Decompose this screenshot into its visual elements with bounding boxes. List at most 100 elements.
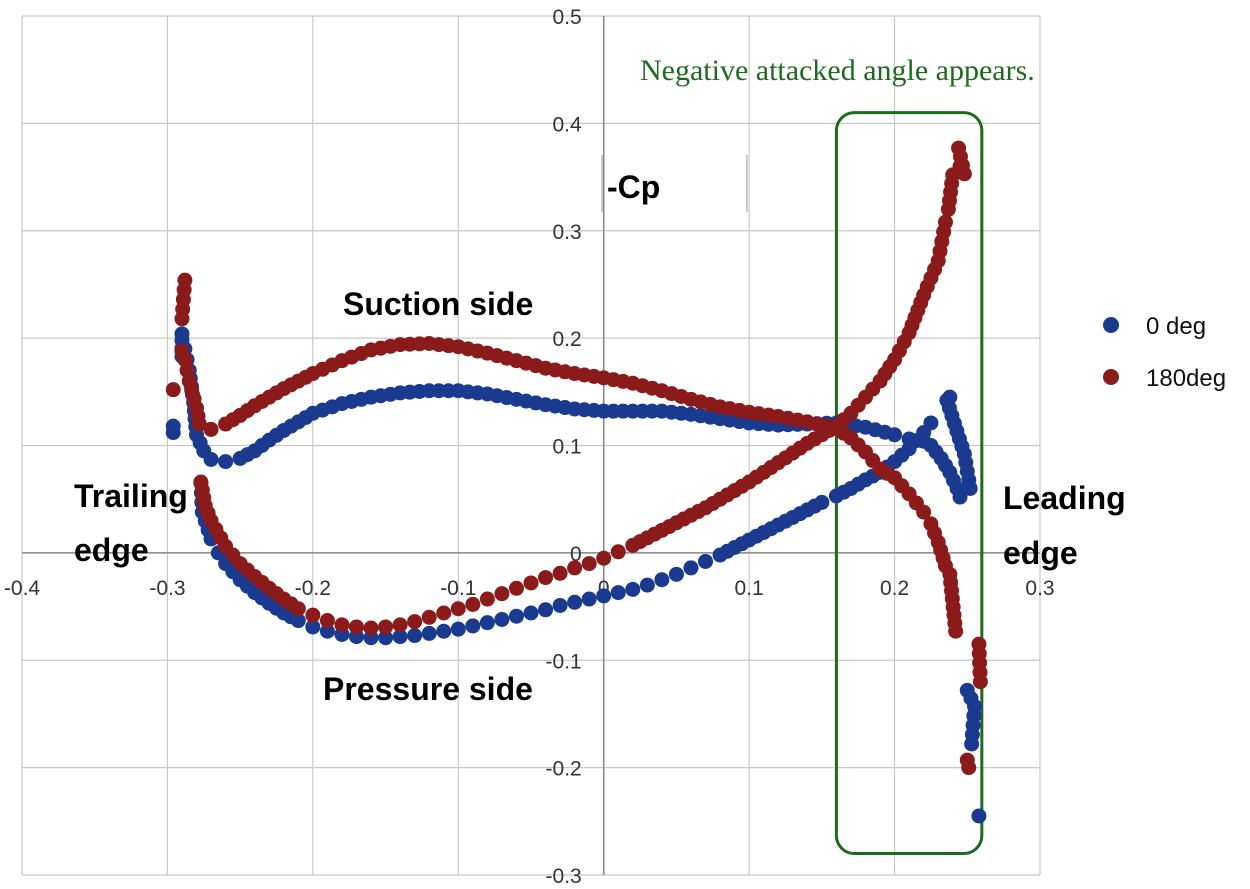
point-0deg-upper [887,427,903,443]
point-180deg-lower [581,556,597,572]
legend-180deg-label: 180deg [1146,365,1226,392]
point-0deg-lower [407,628,423,644]
point-0deg-upper [952,489,968,505]
point-0deg-lower [421,625,437,641]
y-tick-label: 0.1 [553,436,582,459]
axes [22,16,1040,875]
point-180deg-lower [378,619,394,635]
legend-0deg-label: 0 deg [1146,313,1206,340]
point-180deg-lower [421,609,437,625]
point-180deg-lower [951,140,967,156]
point-0deg-lower [378,630,394,646]
point-180deg-upper [203,421,219,437]
highlight-box [834,111,984,856]
point-0deg-lower [494,611,510,627]
point-180deg-upper [961,760,977,776]
point-0deg-lower [654,572,670,588]
point-180deg-upper [972,674,988,690]
x-tick-label: -0.1 [440,577,476,600]
legend-0deg-marker [1103,317,1119,333]
point-180deg-lower [508,580,524,596]
x-tick-label: 0.1 [735,577,764,600]
point-180deg-lower [450,601,466,617]
point-0deg-lower [567,594,583,610]
point-180deg-lower [319,613,335,629]
y-tick-label: -0.2 [546,758,582,781]
point-0deg-lower [668,566,684,582]
point-0deg-lower [290,613,306,629]
trailing-edge-label-line1: Trailing [74,478,188,514]
pressure-side-label: Pressure side [323,671,533,707]
x-tick-labels: -0.4-0.3-0.2-0.100.10.20.3 [4,577,1055,600]
x-tick-label: 0.3 [1025,577,1054,600]
point-180deg-upper [948,623,964,639]
negative-angle-note: Negative attacked angle appears. [640,54,1035,87]
point-0deg-lower [814,494,830,510]
point-0deg-upper [165,418,181,434]
point-180deg-lower [436,605,452,621]
point-0deg-lower [552,597,568,613]
y-tick-label: 0.5 [553,6,582,29]
series-0deg-points [165,326,987,824]
legend: 0 deg 180deg [1103,313,1226,392]
point-180deg-lower [596,550,612,566]
point-180deg-lower [348,619,364,635]
point-180deg-lower [523,575,539,591]
point-0deg-lower [971,808,987,824]
point-0deg-lower [319,623,335,639]
point-180deg-upper [165,382,181,398]
point-180deg-upper [191,416,207,432]
point-0deg-upper [942,389,958,405]
point-0deg-lower [581,591,597,607]
series-180deg-points [165,140,988,776]
point-0deg-lower [465,618,481,634]
x-tick-label: -0.4 [4,577,41,600]
trailing-edge-label-line2: edge [74,532,149,568]
point-0deg-lower [305,619,321,635]
point-0deg-lower [639,577,655,593]
y-axis-title: -Cp [607,169,660,205]
point-0deg-lower [450,621,466,637]
point-180deg-lower [494,586,510,602]
point-180deg-upper [916,504,932,520]
point-0deg-lower [596,588,612,604]
point-180deg-lower [334,617,350,633]
grid-lines [21,15,1041,876]
point-180deg-lower [363,620,379,636]
point-180deg-lower [407,614,423,630]
leading-edge-label-line2: edge [1003,535,1078,571]
y-tick-label: -0.3 [546,865,582,888]
y-tick-label: 0 [570,543,582,566]
point-180deg-lower [567,560,583,576]
y-tick-labels: 0.5 0.4 0.3 0.2 0.1 0 -0.1 -0.2 -0.3 [546,6,582,888]
point-0deg-lower [610,585,626,601]
point-180deg-lower [305,607,321,623]
point-0deg-lower [392,629,408,645]
point-180deg-lower [937,214,953,230]
point-0deg-lower [523,605,539,621]
point-180deg-lower [610,544,626,560]
point-180deg-lower [552,565,568,581]
point-0deg-lower [698,553,714,569]
point-0deg-lower [923,415,939,431]
point-0deg-lower [508,608,524,624]
x-tick-label: -0.2 [295,577,331,600]
x-tick-label: -0.3 [149,577,185,600]
legend-180deg-marker [1103,369,1119,385]
point-180deg-upper [177,272,193,288]
suction-side-label: Suction side [343,286,533,322]
point-180deg-lower [392,617,408,633]
point-0deg-lower [479,615,495,631]
point-0deg-lower [683,560,699,576]
point-0deg-lower [538,602,554,618]
point-180deg-lower [290,601,306,617]
point-0deg-lower [625,581,641,597]
point-0deg-lower [964,736,980,752]
leading-edge-label-line1: Leading [1003,480,1126,516]
x-tick-label: 0.2 [880,577,909,600]
point-180deg-lower [479,591,495,607]
y-tick-label: 0.4 [553,113,583,136]
point-0deg-upper [218,454,234,470]
point-0deg-lower [436,623,452,639]
